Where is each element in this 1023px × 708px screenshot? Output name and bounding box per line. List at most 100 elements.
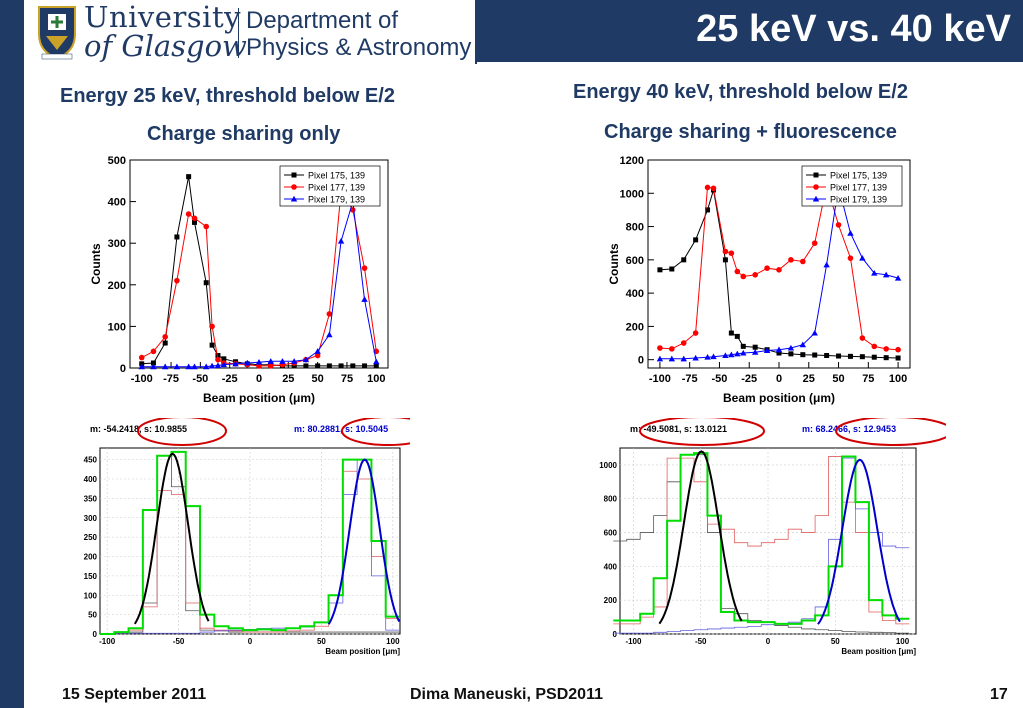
data-point: [279, 358, 286, 364]
data-point: [811, 329, 818, 336]
x-tick-label: 50: [832, 373, 844, 385]
x-tick-label: -25: [222, 373, 238, 385]
x-tick-label: -100: [131, 373, 153, 385]
data-point: [710, 185, 717, 192]
chart-40kev-counts: -100 -75 -50 -25 0 25 50 75 10002004006008001000…: [607, 155, 911, 405]
data-point: [162, 340, 168, 346]
data-point: [894, 274, 902, 281]
y-tick-label: 400: [84, 475, 98, 484]
data-point: [871, 354, 877, 360]
logo-separator: [238, 8, 239, 58]
data-point: [787, 344, 795, 351]
data-point: [314, 348, 321, 354]
gaussian-fit-right: [327, 458, 401, 625]
legend-marker: [813, 172, 819, 178]
x-tick-label: -100: [99, 637, 116, 646]
y-tick-label: 0: [93, 630, 98, 639]
y-tick-label: 450: [84, 456, 98, 465]
crest-icon: [38, 6, 76, 60]
data-point: [290, 358, 298, 364]
data-point: [775, 346, 783, 353]
data-point: [776, 350, 782, 356]
y-tick-label: 300: [84, 514, 98, 523]
data-point: [208, 362, 216, 369]
data-point: [800, 352, 806, 358]
y-tick-label: 0: [613, 630, 618, 639]
x-tick-label: 0: [776, 373, 782, 385]
data-point: [138, 354, 145, 361]
series-line: [141, 201, 377, 368]
x-tick-label: 25: [282, 373, 294, 385]
data-point: [186, 174, 192, 180]
data-point: [740, 349, 747, 356]
data-point: [220, 361, 228, 368]
data-point: [788, 351, 794, 357]
x-tick-label: 100: [367, 373, 385, 385]
x-tick-label: 0: [248, 637, 253, 646]
data-point: [692, 330, 699, 336]
y-tick-label: 1000: [620, 188, 644, 200]
legend-label: Pixel 179, 139: [308, 195, 365, 205]
y-tick-label: 200: [604, 596, 618, 605]
department-line1: Department of: [246, 7, 399, 34]
data-point: [361, 265, 368, 271]
y-tick-label: 200: [108, 280, 126, 292]
university-name-line1: University: [84, 0, 241, 34]
university-name-line2: of Glasgow: [84, 29, 247, 63]
highlight-ellipse-right: [835, 418, 946, 446]
data-point: [138, 363, 145, 370]
x-tick-label: -75: [163, 373, 179, 385]
x-tick-label: 100: [386, 637, 400, 646]
data-point: [705, 207, 711, 213]
data-point: [326, 331, 333, 338]
y-axis-label: Counts: [607, 243, 621, 285]
data-point: [215, 353, 221, 359]
data-point: [150, 363, 157, 370]
data-point: [221, 356, 227, 362]
legend-marker: [812, 195, 820, 202]
y-tick-label: 0: [638, 355, 644, 367]
data-point: [734, 333, 740, 339]
x-axis-label: Beam position (μm): [723, 391, 835, 405]
data-point: [362, 363, 368, 369]
data-point: [681, 257, 687, 263]
x-tick-label: -100: [625, 637, 642, 646]
data-point: [657, 345, 663, 351]
legend-label: Pixel 175, 139: [308, 171, 365, 181]
data-point: [656, 355, 664, 362]
data-point: [669, 346, 675, 352]
y-tick-label: 800: [626, 222, 644, 234]
data-point: [764, 265, 770, 271]
y-tick-label: 200: [84, 553, 98, 562]
data-point: [174, 277, 180, 284]
y-tick-label: 150: [84, 572, 98, 581]
x-tick-label: 100: [889, 373, 907, 385]
data-point: [693, 237, 699, 243]
x-tick-label: -25: [741, 373, 757, 385]
left-subheading: Charge sharing only: [147, 123, 341, 145]
data-point: [734, 350, 741, 357]
data-point: [291, 363, 297, 369]
legend-marker: [291, 184, 297, 190]
data-point: [373, 363, 379, 369]
y-tick-label: 300: [108, 238, 126, 250]
data-point: [847, 230, 854, 236]
data-point: [835, 222, 842, 228]
data-point: [776, 267, 782, 273]
data-point: [710, 353, 717, 360]
data-point: [244, 359, 251, 366]
data-point: [185, 211, 192, 217]
histogram-pixel-179: [613, 457, 910, 634]
chart-25kev-counts: -100 -75 -50 -25 0 25 50 75 100 0 100 200 300 400 500 B…: [89, 155, 389, 405]
data-point: [203, 280, 209, 286]
data-point: [314, 352, 321, 359]
histogram-sum: [100, 450, 400, 635]
data-point: [185, 363, 192, 370]
footer-date: 15 September 2011: [62, 686, 207, 703]
data-point: [191, 363, 198, 370]
legend-marker: [813, 184, 819, 190]
data-point: [788, 257, 794, 263]
data-point: [728, 250, 735, 256]
x-tick-label: -50: [192, 373, 208, 385]
x-axis-label: Beam position (μm): [203, 391, 315, 405]
